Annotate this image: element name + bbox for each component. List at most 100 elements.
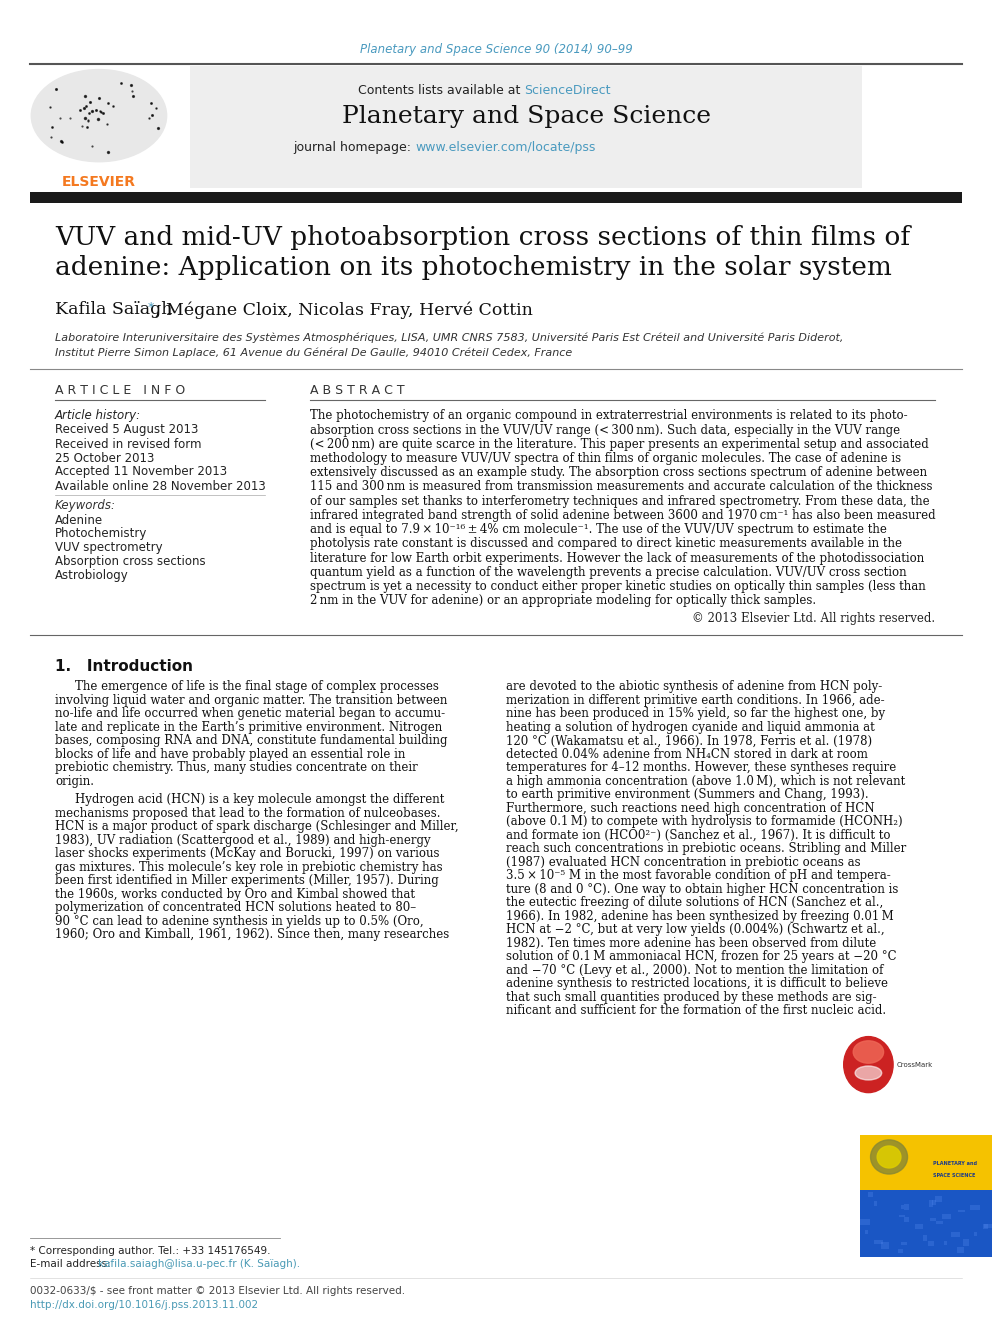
Text: Keywords:: Keywords:: [55, 500, 116, 512]
Text: detected 0.04% adenine from NH₄CN stored in dark at room: detected 0.04% adenine from NH₄CN stored…: [506, 747, 868, 761]
Text: E-mail address:: E-mail address:: [30, 1259, 114, 1269]
Text: methodology to measure VUV/UV spectra of thin films of organic molecules. The ca: methodology to measure VUV/UV spectra of…: [310, 452, 901, 466]
Bar: [974, 1232, 977, 1236]
Bar: [923, 1236, 927, 1241]
Bar: [860, 1189, 992, 1257]
Bar: [934, 1196, 941, 1201]
Text: VUV and mid-UV photoabsorption cross sections of thin films of: VUV and mid-UV photoabsorption cross sec…: [55, 225, 910, 250]
Text: nine has been produced in 15% yield, so far the highest one, by: nine has been produced in 15% yield, so …: [506, 708, 885, 720]
Bar: [860, 1218, 870, 1225]
Text: Article history:: Article history:: [55, 410, 141, 422]
Text: reach such concentrations in prebiotic oceans. Stribling and Miller: reach such concentrations in prebiotic o…: [506, 843, 907, 855]
Text: laser shocks experiments (McKay and Borucki, 1997) on various: laser shocks experiments (McKay and Boru…: [55, 847, 439, 860]
Text: and is equal to 7.9 × 10⁻¹⁶ ± 4% cm molecule⁻¹. The use of the VUV/UV spectrum t: and is equal to 7.9 × 10⁻¹⁶ ± 4% cm mole…: [310, 523, 887, 536]
Text: VUV spectrometry: VUV spectrometry: [55, 541, 163, 554]
Bar: [902, 1205, 905, 1209]
Bar: [970, 1205, 980, 1209]
Text: Kafila Saïagh: Kafila Saïagh: [55, 302, 173, 319]
Text: the eutectic freezing of dilute solutions of HCN (Sanchez et al.,: the eutectic freezing of dilute solution…: [506, 896, 883, 909]
Bar: [930, 1217, 936, 1221]
Bar: [950, 1232, 960, 1237]
Text: 1966). In 1982, adenine has been synthesized by freezing 0.01 M: 1966). In 1982, adenine has been synthes…: [506, 910, 894, 923]
Bar: [932, 1200, 935, 1204]
Text: origin.: origin.: [55, 775, 94, 787]
Text: bases, composing RNA and DNA, constitute fundamental building: bases, composing RNA and DNA, constitute…: [55, 734, 447, 747]
Text: literature for low Earth orbit experiments. However the lack of measurements of : literature for low Earth orbit experimen…: [310, 552, 925, 565]
Text: are devoted to the abiotic synthesis of adenine from HCN poly-: are devoted to the abiotic synthesis of …: [506, 680, 882, 693]
Bar: [874, 1240, 883, 1244]
Text: late and replicate in the Earth’s primitive environment. Nitrogen: late and replicate in the Earth’s primit…: [55, 721, 442, 734]
Text: Furthermore, such reactions need high concentration of HCN: Furthermore, such reactions need high co…: [506, 802, 875, 815]
Text: spectrum is yet a necessity to conduct either proper kinetic studies on opticall: spectrum is yet a necessity to conduct e…: [310, 579, 926, 593]
Text: Institut Pierre Simon Laplace, 61 Avenue du Général De Gaulle, 94010 Créteil Ced: Institut Pierre Simon Laplace, 61 Avenue…: [55, 348, 572, 359]
Bar: [941, 1215, 950, 1220]
Bar: [929, 1200, 932, 1207]
Text: The emergence of life is the final stage of complex processes: The emergence of life is the final stage…: [75, 680, 438, 693]
Text: A B S T R A C T: A B S T R A C T: [310, 384, 405, 397]
Text: polymerization of concentrated HCN solutions heated to 80–: polymerization of concentrated HCN solut…: [55, 901, 416, 914]
Text: temperatures for 4–12 months. However, these syntheses require: temperatures for 4–12 months. However, t…: [506, 761, 896, 774]
Text: A R T I C L E   I N F O: A R T I C L E I N F O: [55, 384, 186, 397]
Text: and formate ion (HCO0²⁻) (Sanchez et al., 1967). It is difficult to: and formate ion (HCO0²⁻) (Sanchez et al.…: [506, 828, 891, 841]
Text: 3.5 × 10⁻⁵ M in the most favorable condition of pH and tempera-: 3.5 × 10⁻⁵ M in the most favorable condi…: [506, 869, 891, 882]
Text: 115 and 300 nm is measured from transmission measurements and accurate calculati: 115 and 300 nm is measured from transmis…: [310, 480, 932, 493]
Text: and −70 °C (Levy et al., 2000). Not to mention the limitation of: and −70 °C (Levy et al., 2000). Not to m…: [506, 963, 883, 976]
Bar: [904, 1217, 909, 1221]
Bar: [865, 1229, 868, 1233]
Bar: [898, 1249, 903, 1253]
Ellipse shape: [855, 1066, 882, 1080]
Bar: [916, 1224, 923, 1229]
Text: been first identified in Miller experiments (Miller, 1957). During: been first identified in Miller experime…: [55, 875, 438, 888]
Text: heating a solution of hydrogen cyanide and liquid ammonia at: heating a solution of hydrogen cyanide a…: [506, 721, 875, 734]
Text: no-life and life occurred when genetic material began to accumu-: no-life and life occurred when genetic m…: [55, 708, 445, 720]
Text: a high ammonia concentration (above 1.0 M), which is not relevant: a high ammonia concentration (above 1.0 …: [506, 775, 906, 787]
Text: HCN at −2 °C, but at very low yields (0.004%) (Schwartz et al.,: HCN at −2 °C, but at very low yields (0.…: [506, 923, 885, 937]
Bar: [958, 1209, 965, 1212]
Text: photolysis rate constant is discussed and compared to direct kinetic measurement: photolysis rate constant is discussed an…: [310, 537, 902, 550]
Text: Accepted 11 November 2013: Accepted 11 November 2013: [55, 466, 227, 479]
Text: the 1960s, works conducted by Oro and Kimbal showed that: the 1960s, works conducted by Oro and Ki…: [55, 888, 415, 901]
Text: (1987) evaluated HCN concentration in prebiotic oceans as: (1987) evaluated HCN concentration in pr…: [506, 856, 861, 869]
Text: 1960; Oro and Kimball, 1961, 1962). Since then, many researches: 1960; Oro and Kimball, 1961, 1962). Sinc…: [55, 929, 449, 941]
Text: HCN is a major product of spark discharge (Schlesinger and Miller,: HCN is a major product of spark discharg…: [55, 820, 458, 833]
Text: ture (8 and 0 °C). One way to obtain higher HCN concentration is: ture (8 and 0 °C). One way to obtain hig…: [506, 882, 899, 896]
Text: quantum yield as a function of the wavelength prevents a precise calculation. VU: quantum yield as a function of the wavel…: [310, 566, 907, 578]
Bar: [190, 66, 862, 188]
Text: 2 nm in the VUV for adenine) or an appropriate modeling for optically thick samp: 2 nm in the VUV for adenine) or an appro…: [310, 594, 816, 607]
Text: solution of 0.1 M ammoniacal HCN, frozen for 25 years at −20 °C: solution of 0.1 M ammoniacal HCN, frozen…: [506, 950, 897, 963]
Text: 1982). Ten times more adenine has been observed from dilute: 1982). Ten times more adenine has been o…: [506, 937, 876, 950]
Bar: [904, 1204, 909, 1211]
Text: that such small quantities produced by these methods are sig-: that such small quantities produced by t…: [506, 991, 877, 1004]
Bar: [963, 1238, 968, 1246]
Text: © 2013 Elsevier Ltd. All rights reserved.: © 2013 Elsevier Ltd. All rights reserved…: [691, 613, 935, 626]
Text: , Mégane Cloix, Nicolas Fray, Hervé Cottin: , Mégane Cloix, Nicolas Fray, Hervé Cott…: [155, 302, 533, 319]
Text: adenine synthesis to restricted locations, it is difficult to believe: adenine synthesis to restricted location…: [506, 978, 888, 991]
Text: SPACE SCIENCE: SPACE SCIENCE: [932, 1172, 975, 1177]
Bar: [944, 1241, 947, 1245]
Text: Hydrogen acid (HCN) is a key molecule amongst the different: Hydrogen acid (HCN) is a key molecule am…: [75, 794, 444, 806]
Text: merization in different primitive earth conditions. In 1966, ade-: merization in different primitive earth …: [506, 693, 885, 706]
Bar: [900, 1215, 905, 1217]
Text: * Corresponding author. Tel.: +33 145176549.: * Corresponding author. Tel.: +33 145176…: [30, 1246, 271, 1256]
Text: involving liquid water and organic matter. The transition between: involving liquid water and organic matte…: [55, 693, 447, 706]
Text: (< 200 nm) are quite scarce in the literature. This paper presents an experiment: (< 200 nm) are quite scarce in the liter…: [310, 438, 929, 451]
Bar: [901, 1242, 907, 1245]
Text: adenine: Application on its photochemistry in the solar system: adenine: Application on its photochemist…: [55, 255, 892, 280]
Text: Contents lists available at: Contents lists available at: [358, 83, 524, 97]
Text: Photochemistry: Photochemistry: [55, 528, 148, 541]
Text: Absorption cross sections: Absorption cross sections: [55, 556, 205, 569]
Text: 0032-0633/$ - see front matter © 2013 Elsevier Ltd. All rights reserved.: 0032-0633/$ - see front matter © 2013 El…: [30, 1286, 405, 1297]
Text: nificant and sufficient for the formation of the first nucleic acid.: nificant and sufficient for the formatio…: [506, 1004, 886, 1017]
Text: blocks of life and have probably played an essential role in: blocks of life and have probably played …: [55, 747, 406, 761]
Bar: [929, 1241, 933, 1246]
Text: *: *: [148, 300, 154, 314]
Text: Astrobiology: Astrobiology: [55, 569, 129, 582]
Text: Available online 28 November 2013: Available online 28 November 2013: [55, 479, 266, 492]
Bar: [984, 1224, 992, 1228]
Ellipse shape: [844, 1037, 893, 1093]
Text: www.elsevier.com/locate/pss: www.elsevier.com/locate/pss: [415, 142, 595, 155]
Text: Received in revised form: Received in revised form: [55, 438, 201, 451]
Text: journal homepage:: journal homepage:: [293, 142, 415, 155]
Text: absorption cross sections in the VUV/UV range (< 300 nm). Such data, especially : absorption cross sections in the VUV/UV …: [310, 423, 900, 437]
Text: infrared integrated band strength of solid adenine between 3600 and 1970 cm⁻¹ ha: infrared integrated band strength of sol…: [310, 509, 935, 521]
